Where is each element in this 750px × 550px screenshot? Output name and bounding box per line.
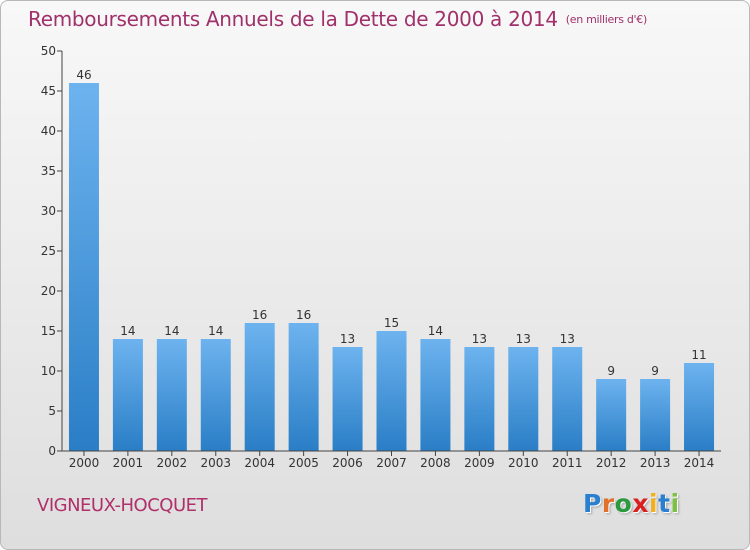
bar bbox=[332, 347, 363, 451]
bar bbox=[420, 339, 451, 451]
logo-letter: t bbox=[658, 489, 671, 518]
bar bbox=[684, 363, 715, 451]
data-label: 13 bbox=[472, 332, 487, 346]
bar bbox=[68, 83, 99, 451]
bar bbox=[156, 339, 187, 451]
x-tick-label: 2005 bbox=[288, 456, 319, 470]
data-label: 13 bbox=[340, 332, 355, 346]
data-label: 9 bbox=[607, 364, 615, 378]
chart-title: Remboursements Annuels de la Dette de 20… bbox=[28, 7, 647, 31]
x-tick-label: 2003 bbox=[200, 456, 231, 470]
x-tick-label: 2012 bbox=[596, 456, 627, 470]
x-tick-label: 2001 bbox=[113, 456, 144, 470]
data-label: 14 bbox=[208, 324, 223, 338]
y-tick-label: 50 bbox=[41, 44, 56, 58]
logo-letter: i bbox=[649, 489, 659, 518]
data-label: 46 bbox=[76, 68, 91, 82]
proxiti-logo[interactable]: Proxiti bbox=[583, 489, 680, 518]
bar bbox=[640, 379, 671, 451]
data-label: 9 bbox=[651, 364, 659, 378]
data-label: 15 bbox=[384, 316, 399, 330]
logo-letter: x bbox=[632, 489, 649, 518]
y-tick-label: 15 bbox=[41, 324, 56, 338]
bars-group: 46 14 14 14 16 16 13 15 14 13 13 13 9 9 11 bbox=[68, 68, 715, 451]
y-tick-label: 10 bbox=[41, 364, 56, 378]
title-text: Remboursements Annuels de la Dette de 20… bbox=[28, 7, 558, 31]
bar bbox=[552, 347, 583, 451]
bar bbox=[200, 339, 231, 451]
commune-name: VIGNEUX-HOCQUET bbox=[37, 495, 208, 516]
y-tick-label: 35 bbox=[41, 164, 56, 178]
data-label: 16 bbox=[296, 308, 311, 322]
x-tick-label: 2004 bbox=[244, 456, 275, 470]
data-label: 14 bbox=[120, 324, 135, 338]
bar bbox=[288, 323, 319, 451]
y-tick-label: 30 bbox=[41, 204, 56, 218]
bar bbox=[508, 347, 539, 451]
y-tick-label: 25 bbox=[41, 244, 56, 258]
x-tick-label: 2013 bbox=[640, 456, 671, 470]
y-tick-label: 40 bbox=[41, 124, 56, 138]
axes-group: 0 5 10 15 20 25 30 35 40 45 50 2000 2001 2002 2003 2004… bbox=[41, 44, 721, 470]
unit-note: (en milliers d'€) bbox=[565, 13, 647, 26]
x-tick-label: 2008 bbox=[420, 456, 451, 470]
bar bbox=[376, 331, 407, 451]
x-tick-label: 2002 bbox=[157, 456, 188, 470]
logo-letter: o bbox=[614, 489, 633, 518]
logo-letter: P bbox=[583, 489, 602, 518]
bar bbox=[464, 347, 495, 451]
y-tick-label: 45 bbox=[41, 84, 56, 98]
data-label: 16 bbox=[252, 308, 267, 322]
logo-letter: r bbox=[601, 489, 615, 518]
x-tick-label: 2000 bbox=[69, 456, 100, 470]
x-tick-label: 2010 bbox=[508, 456, 539, 470]
data-label: 13 bbox=[516, 332, 531, 346]
bar bbox=[596, 379, 627, 451]
data-label: 14 bbox=[428, 324, 443, 338]
y-tick-label: 0 bbox=[48, 444, 56, 458]
data-label: 13 bbox=[560, 332, 575, 346]
logo-letter: i bbox=[670, 489, 680, 518]
bar bbox=[112, 339, 143, 451]
x-tick-label: 2011 bbox=[552, 456, 583, 470]
data-label: 14 bbox=[164, 324, 179, 338]
x-tick-label: 2006 bbox=[332, 456, 363, 470]
y-tick-label: 20 bbox=[41, 284, 56, 298]
x-tick-label: 2009 bbox=[464, 456, 495, 470]
x-tick-label: 2014 bbox=[684, 456, 715, 470]
data-label: 11 bbox=[691, 348, 706, 362]
bar bbox=[244, 323, 275, 451]
x-tick-label: 2007 bbox=[376, 456, 407, 470]
y-tick-label: 5 bbox=[48, 404, 56, 418]
